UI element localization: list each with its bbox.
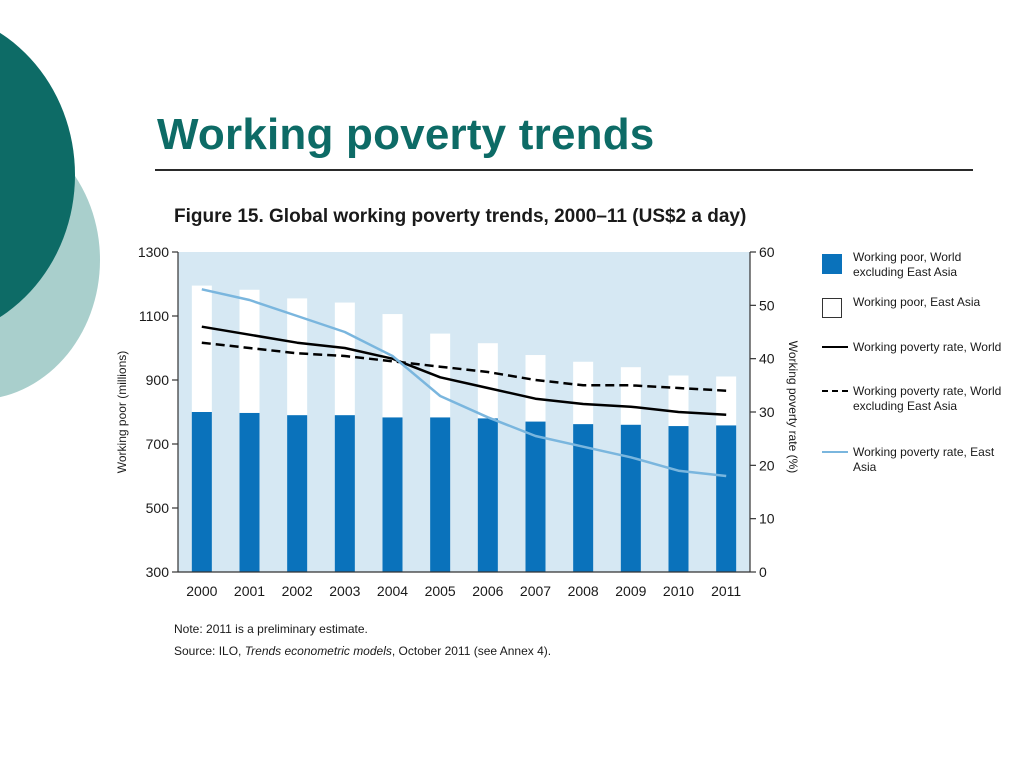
light-blue-line-icon [822,451,848,453]
solid-line-icon [822,346,848,348]
y2-axis-title: Working poverty rate (%) [786,341,800,474]
x-tick-label: 2001 [234,583,265,599]
source-suffix: , October 2011 (see Annex 4). [391,644,552,658]
figure-source: Source: ILO, Trends econometric models, … [174,644,551,658]
y-tick-label: 1100 [139,308,169,324]
legend-label: Working poverty rate, East Asia [853,445,995,474]
y2-tick-label: 0 [759,564,767,580]
figure-caption: Figure 15. Global working poverty trends… [174,206,747,227]
x-tick-label: 2007 [520,583,551,599]
bar-east-asia [430,333,451,418]
bar-east-asia [287,298,308,416]
bar-world-excl-east-asia [430,417,451,572]
bar-world-excl-east-asia [573,424,594,572]
x-tick-label: 2010 [663,583,694,599]
legend-label: Working poor, World excluding East Asia [853,250,962,279]
y-tick-label: 700 [146,436,170,452]
x-tick-label: 2000 [186,583,217,599]
y2-tick-label: 40 [759,351,775,367]
bar-east-asia [191,285,212,412]
title-divider [155,169,973,171]
x-tick-label: 2005 [425,583,456,599]
y-tick-label: 300 [146,564,170,580]
y2-tick-label: 30 [759,404,775,420]
bar-world-excl-east-asia [668,426,689,572]
bar-world-excl-east-asia [287,415,308,572]
y2-tick-label: 10 [759,511,775,527]
plot-background [178,252,750,572]
x-tick-label: 2011 [711,583,741,599]
bar-world-excl-east-asia [191,412,212,572]
bar-east-asia [239,289,260,413]
bar-east-asia [620,367,641,425]
bar-east-asia [334,302,355,416]
y2-tick-label: 60 [759,244,775,260]
y2-tick-label: 20 [759,457,775,473]
bar-world-excl-east-asia [382,417,403,572]
decorative-circles [0,0,120,420]
legend-label: Working poverty rate, World excluding Ea… [853,384,1002,413]
y2-tick-label: 50 [759,297,775,313]
x-tick-label: 2006 [472,583,503,599]
y-tick-label: 1300 [138,244,169,260]
dashed-line-icon [822,390,848,392]
legend-label: Working poverty rate, World [853,340,1002,354]
bar-world-excl-east-asia [239,412,260,572]
bar-east-asia [477,343,498,419]
bar-world-excl-east-asia [620,424,641,572]
blue-square-icon [822,254,842,274]
bar-world-excl-east-asia [525,421,546,572]
white-square-icon [822,298,842,318]
bar-east-asia [573,361,594,425]
line-east-asia-rate [201,288,727,478]
bar-world-excl-east-asia [334,415,355,572]
x-tick-label: 2004 [377,583,408,599]
x-tick-label: 2002 [282,583,313,599]
bar-east-asia [382,314,403,418]
line-world-excl-east-asia-rate [201,341,727,392]
slide-title: Working poverty trends [157,110,655,159]
figure-note: Note: 2011 is a preliminary estimate. [174,622,368,636]
bar-east-asia [668,375,689,427]
source-prefix: Source: ILO, [174,644,245,658]
legend-label: Working poor, East Asia [853,295,981,309]
bar-east-asia [716,376,737,426]
x-tick-label: 2003 [329,583,360,599]
bar-east-asia [525,355,546,422]
y-tick-label: 500 [146,500,170,516]
bar-world-excl-east-asia [716,425,737,572]
bar-world-excl-east-asia [477,418,498,572]
y-tick-label: 900 [146,372,170,388]
source-title: Trends econometric models [244,644,392,658]
line-world-rate [201,325,727,416]
x-tick-label: 2009 [615,583,646,599]
y-axis-title: Working poor (millions) [115,351,129,473]
x-tick-label: 2008 [568,583,599,599]
